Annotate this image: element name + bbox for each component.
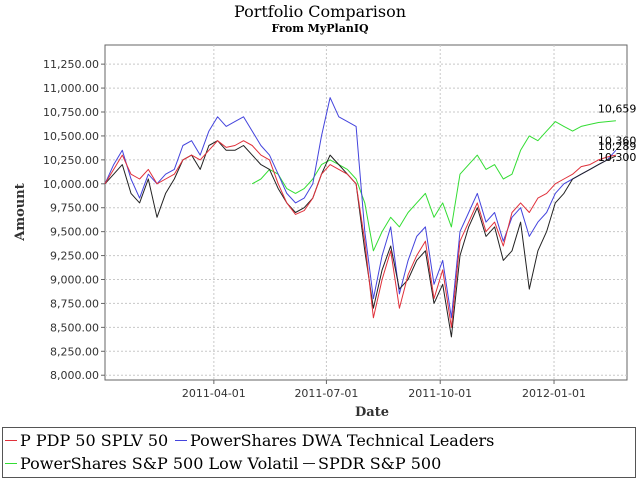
legend-swatch	[5, 440, 17, 441]
y-axis-ticks: 8,000.00 8,250.00 8,500.00 8,750.00 9,000.00…	[43, 58, 105, 382]
series-line-1	[104, 97, 617, 319]
x-tick-label: 2012-01-01	[522, 387, 586, 400]
x-axis-ticks: 2011-04-01 2011-07-01 2011-10-01 2012-01-01	[182, 380, 586, 400]
y-tick-label: 11,000.00	[43, 82, 99, 95]
legend: P PDP 50 SPLV 50 PowerShares DWA Technic…	[2, 427, 636, 478]
series-line-2	[251, 120, 616, 252]
legend-item-spdr-sp500: SPDR S&P 500	[303, 454, 441, 473]
end-value-label: 10,300	[598, 151, 637, 164]
legend-item-dwa-technical-leaders: PowerShares DWA Technical Leaders	[175, 431, 494, 450]
x-tick-label: 2011-10-01	[408, 387, 472, 400]
y-tick-label: 10,250.00	[43, 154, 99, 167]
plot-area	[104, 44, 628, 381]
y-tick-label: 9,500.00	[50, 226, 99, 239]
series-line-0	[104, 140, 617, 328]
legend-item-sp500-low-volatility: PowerShares S&P 500 Low Volatil	[5, 454, 299, 473]
legend-label: P PDP 50 SPLV 50	[20, 431, 169, 450]
legend-swatch	[303, 463, 315, 464]
legend-label: PowerShares DWA Technical Leaders	[190, 431, 495, 450]
legend-swatch	[175, 440, 187, 441]
legend-swatch	[5, 463, 17, 464]
y-tick-label: 8,000.00	[50, 369, 99, 382]
y-tick-label: 8,250.00	[50, 345, 99, 358]
end-value-label: 10,289	[598, 140, 637, 153]
y-tick-label: 9,250.00	[50, 250, 99, 263]
legend-label: PowerShares S&P 500 Low Volatil	[20, 454, 299, 473]
end-value-label: 10,360	[598, 134, 637, 147]
end-value-label: 10,659	[598, 103, 637, 116]
chart-subtitle: From MyPlanIQ	[271, 22, 369, 35]
y-tick-label: 10,000.00	[43, 178, 99, 191]
y-tick-label: 10,500.00	[43, 130, 99, 143]
chart-title: Portfolio Comparison	[234, 2, 406, 21]
y-tick-label: 11,250.00	[43, 58, 99, 71]
y-tick-label: 9,750.00	[50, 202, 99, 215]
y-tick-label: 8,750.00	[50, 297, 99, 310]
legend-label: SPDR S&P 500	[318, 454, 442, 473]
y-tick-label: 9,000.00	[50, 274, 99, 287]
series-lines	[104, 97, 617, 338]
y-tick-label: 10,750.00	[43, 106, 99, 119]
x-tick-label: 2011-07-01	[294, 387, 358, 400]
x-axis-label: Date	[355, 405, 389, 420]
y-tick-label: 8,500.00	[50, 321, 99, 334]
y-axis-label: Amount	[13, 183, 28, 241]
x-tick-label: 2011-04-01	[182, 387, 246, 400]
legend-item-pdp-splv: P PDP 50 SPLV 50	[5, 431, 168, 450]
